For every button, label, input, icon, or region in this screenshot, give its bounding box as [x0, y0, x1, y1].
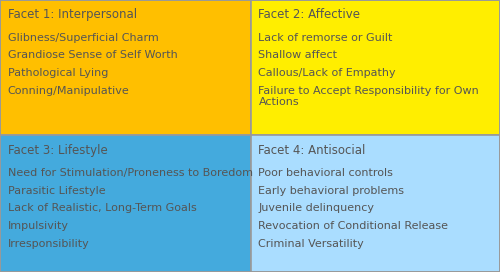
Text: Early behavioral problems: Early behavioral problems	[258, 186, 404, 196]
Text: Callous/Lack of Empathy: Callous/Lack of Empathy	[258, 68, 396, 78]
Text: Grandiose Sense of Self Worth: Grandiose Sense of Self Worth	[8, 50, 177, 60]
Text: Juvenile delinquency: Juvenile delinquency	[258, 203, 374, 214]
Text: Shallow affect: Shallow affect	[258, 50, 338, 60]
Text: Pathological Lying: Pathological Lying	[8, 68, 108, 78]
Text: Parasitic Lifestyle: Parasitic Lifestyle	[8, 186, 105, 196]
Text: Facet 2: Affective: Facet 2: Affective	[258, 8, 360, 21]
Text: Poor behavioral controls: Poor behavioral controls	[258, 168, 394, 178]
Text: Need for Stimulation/Proneness to Boredom: Need for Stimulation/Proneness to Boredo…	[8, 168, 252, 178]
Text: Failure to Accept Responsibility for Own
Actions: Failure to Accept Responsibility for Own…	[258, 86, 479, 107]
Bar	[0, 135, 251, 272]
Text: Conning/Manipulative: Conning/Manipulative	[8, 86, 129, 96]
Bar	[0, 0, 251, 135]
Text: Facet 3: Lifestyle: Facet 3: Lifestyle	[8, 144, 107, 157]
Bar	[251, 135, 500, 272]
Text: Criminal Versatility: Criminal Versatility	[258, 239, 364, 249]
Text: Impulsivity: Impulsivity	[8, 221, 68, 231]
Text: Lack of remorse or Guilt: Lack of remorse or Guilt	[258, 33, 393, 43]
Text: Revocation of Conditional Release: Revocation of Conditional Release	[258, 221, 448, 231]
Text: Facet 1: Interpersonal: Facet 1: Interpersonal	[8, 8, 136, 21]
Text: Irresponsibility: Irresponsibility	[8, 239, 89, 249]
Text: Glibness/Superficial Charm: Glibness/Superficial Charm	[8, 33, 158, 43]
Bar	[251, 0, 500, 135]
Text: Facet 4: Antisocial: Facet 4: Antisocial	[258, 144, 366, 157]
Text: Lack of Realistic, Long-Term Goals: Lack of Realistic, Long-Term Goals	[8, 203, 196, 214]
